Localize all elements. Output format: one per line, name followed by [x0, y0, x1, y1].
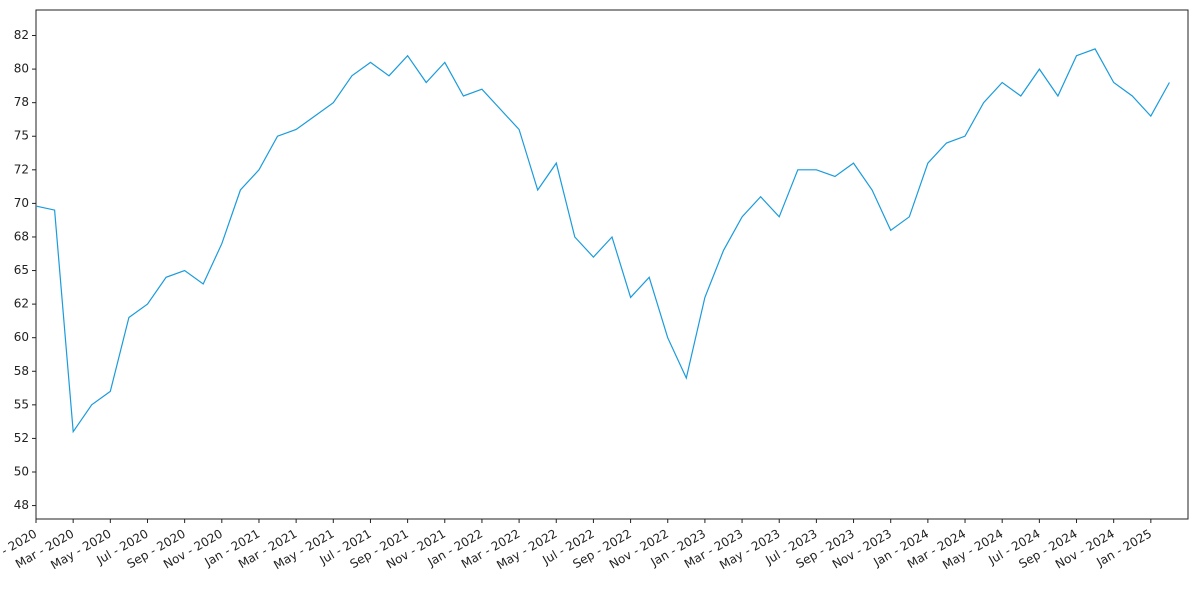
y-tick-label: 65 [14, 263, 29, 277]
y-tick-label: 68 [14, 229, 29, 243]
y-tick-label: 48 [14, 498, 29, 512]
y-tick-label: 72 [14, 162, 29, 176]
y-tick-label: 52 [14, 431, 29, 445]
price-line [35, 48, 1170, 434]
y-tick-label: 78 [14, 95, 29, 109]
y-tick-label: 80 [14, 62, 29, 76]
y-tick-label: 70 [14, 196, 29, 210]
y-tick-label: 55 [14, 397, 29, 411]
y-tick-label: 60 [14, 330, 29, 344]
y-tick-label: 62 [14, 297, 29, 311]
y-tick-label: 50 [14, 464, 29, 478]
plot-frame [35, 9, 1189, 520]
y-tick-label: 75 [14, 129, 29, 143]
y-tick-label: 58 [14, 364, 29, 378]
y-tick-label: 82 [14, 28, 29, 42]
